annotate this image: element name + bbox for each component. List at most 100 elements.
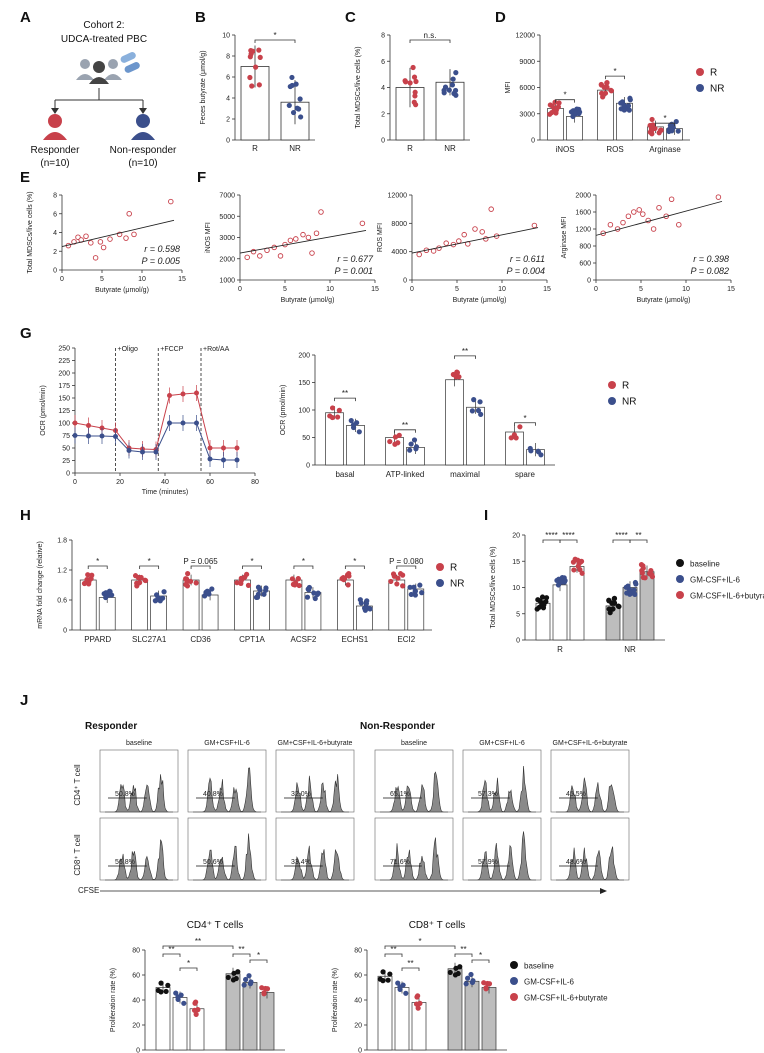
- data-point: [261, 591, 267, 597]
- flow-column-label: baseline: [126, 740, 152, 747]
- y-tick-label: 1.8: [57, 538, 67, 545]
- data-point: [309, 250, 315, 256]
- histogram-frame: [275, 749, 355, 813]
- significance-bracket: [559, 539, 578, 543]
- data-point: [387, 438, 393, 445]
- significance-label: *: [273, 31, 276, 40]
- x-tick-label: 0: [594, 286, 598, 293]
- significance-label: **: [407, 959, 413, 968]
- data-point: [392, 441, 398, 447]
- histogram-curve: [193, 833, 261, 881]
- data-point: [180, 391, 186, 397]
- y-tick-label: 80: [132, 948, 140, 955]
- significance-label: P = 0.065: [183, 557, 218, 566]
- data-point: [230, 977, 237, 983]
- data-point: [225, 974, 231, 981]
- y-tick-label: 150: [298, 380, 310, 387]
- x-tick-label: CPT1A: [239, 635, 265, 644]
- data-point: [88, 240, 94, 246]
- data-point: [86, 433, 91, 439]
- y-tick-label: 20: [354, 1023, 362, 1030]
- x-tick-label: R: [407, 144, 413, 153]
- y-axis-title: Feces butyrate (μmol/g): [200, 50, 207, 124]
- y-axis-title: Total MDSCs/live cells (%): [490, 546, 497, 628]
- data-point: [452, 972, 459, 978]
- data-point: [137, 580, 143, 586]
- data-point: [304, 594, 311, 600]
- y-tick-label: 9000: [519, 59, 535, 66]
- bar-baseline: [447, 968, 463, 1051]
- significance-label: **: [195, 937, 201, 946]
- chart-g-ocr-bars: 0 50 100 150 200 OCR (pmol/min) basal ** ATP-lin…: [280, 347, 636, 479]
- data-point: [633, 581, 639, 587]
- data-point: [300, 231, 306, 238]
- panel-label-e: E: [20, 169, 30, 186]
- data-point: [340, 574, 346, 581]
- legend-marker: [436, 579, 444, 587]
- data-point: [413, 78, 419, 85]
- data-point: [450, 76, 456, 82]
- significance-label: *: [563, 91, 566, 100]
- data-point: [385, 977, 391, 983]
- data-point: [417, 582, 423, 588]
- data-point: [113, 434, 118, 439]
- bar-R: [325, 412, 344, 466]
- data-point: [446, 87, 452, 93]
- significance-label: **: [390, 945, 396, 954]
- y-tick-label: 150: [58, 396, 70, 403]
- panel-label-g: G: [20, 325, 32, 342]
- significance-bracket: [384, 945, 456, 949]
- data-point: [167, 420, 172, 426]
- data-point: [256, 82, 262, 88]
- correlation-p: P = 0.001: [335, 266, 373, 276]
- data-point: [249, 83, 255, 89]
- data-point: [631, 587, 637, 593]
- data-point: [391, 573, 397, 579]
- data-point: [167, 393, 172, 398]
- data-point: [656, 204, 662, 211]
- gate-percentage: 40.8%: [203, 791, 223, 798]
- gate-percentage: 57.3%: [478, 791, 498, 798]
- x-tick-label: 15: [178, 276, 186, 283]
- y-tick-label: 2000: [575, 193, 591, 200]
- data-point: [517, 424, 523, 430]
- data-point: [194, 390, 199, 396]
- significance-bracket: [629, 539, 648, 543]
- data-point: [315, 590, 321, 596]
- significance-bracket: [471, 959, 490, 963]
- y-axis-title: iNOS MFI: [205, 222, 212, 253]
- data-point: [143, 577, 149, 584]
- data-point: [403, 990, 409, 996]
- y-tick-label: 40: [132, 998, 140, 1005]
- flow-histogram-nonresponder-cd4: 57.3%: [462, 749, 542, 813]
- injection-label: +Rot/AA: [203, 346, 230, 353]
- data-point: [443, 240, 449, 246]
- bar-GM-CSF+IL-6: [394, 987, 410, 1051]
- data-point: [481, 980, 487, 986]
- data-point: [221, 445, 226, 451]
- legend-label: GM-CSF+IL-6+butyrate: [524, 994, 608, 1003]
- data-point: [453, 965, 459, 971]
- y-axis-title: Total MDSCs/live cells (%): [27, 191, 34, 273]
- data-point: [109, 592, 115, 598]
- correlation-r: r = 0.598: [144, 244, 180, 254]
- data-point: [243, 976, 249, 983]
- x-tick-label: basal: [335, 470, 354, 479]
- legend-marker: [696, 84, 704, 92]
- data-point: [407, 584, 413, 590]
- significance-label: *: [663, 114, 666, 123]
- data-point: [193, 580, 199, 586]
- data-point: [293, 236, 299, 242]
- data-point: [626, 107, 632, 113]
- data-point: [625, 213, 632, 219]
- legend-label: NR: [450, 579, 464, 590]
- y-tick-label: 12000: [388, 193, 408, 200]
- histogram-curve: [281, 774, 349, 813]
- significance-label: *: [302, 557, 305, 566]
- bar-GM-CSF+IL-6: [464, 980, 480, 1051]
- chart-title: CD4⁺ T cells: [187, 920, 244, 931]
- data-point: [416, 251, 422, 258]
- data-point: [607, 221, 614, 228]
